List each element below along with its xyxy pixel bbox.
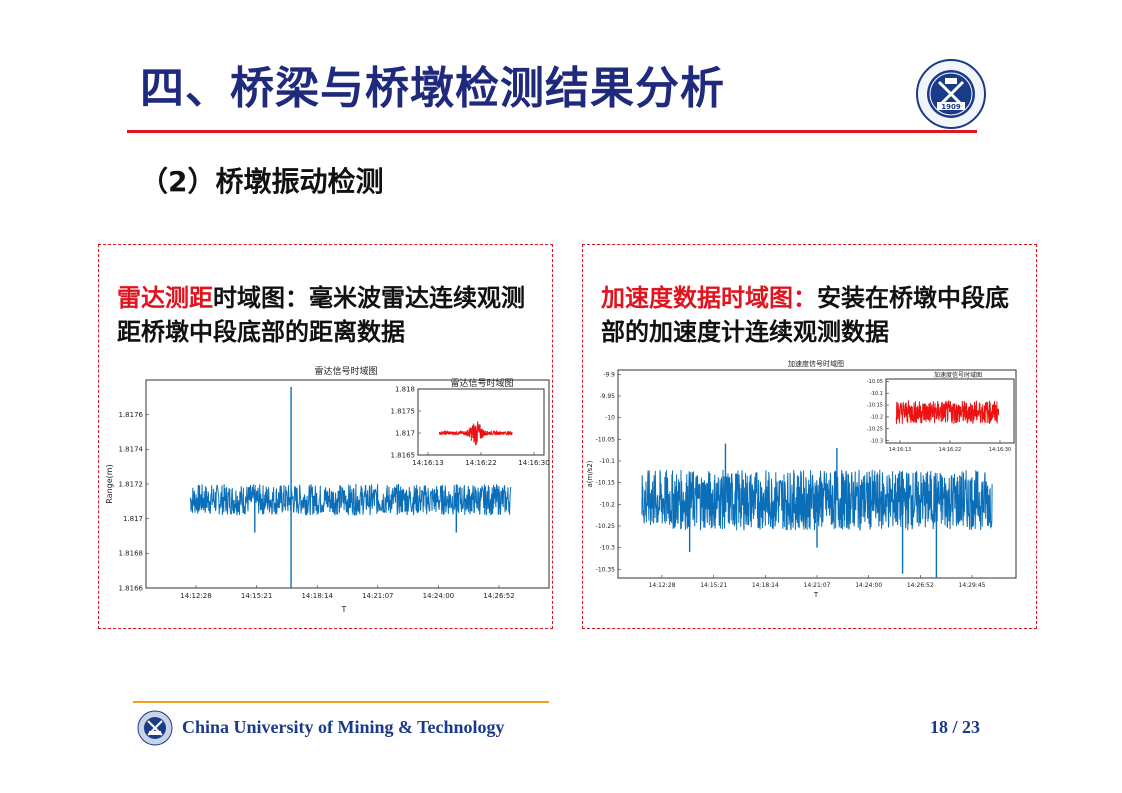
radar-inset-plot-area [417, 388, 545, 456]
y-tick-label: -10.3 [870, 438, 883, 444]
y-tick-label: 1.8175 [391, 407, 416, 415]
x-tick-label: 14:16:22 [465, 459, 496, 467]
y-tick-label: -10.15 [596, 480, 616, 487]
x-tick-label: 14:12:28 [649, 582, 676, 589]
accel-y-label: a(m/s2) [586, 460, 594, 487]
x-tick-label: 14:29:45 [959, 582, 986, 589]
y-tick-label: -10.2 [870, 415, 883, 421]
x-tick-label: 14:15:21 [700, 582, 727, 589]
accel-time-chart: 加速度信号时域图 -9.9 -9.95 -10 -10.05 -10.1 -10.15 -1… [586, 359, 1017, 599]
x-tick-label: 14:24:00 [423, 592, 454, 600]
radar-inset-title: 雷达信号时域图 [450, 377, 513, 389]
emblem-year: 1909 [941, 103, 961, 111]
y-tick-label: -10.15 [867, 403, 883, 409]
y-tick-label: -9.9 [603, 371, 615, 378]
x-tick-label: 14:16:30 [518, 459, 549, 467]
x-tick-label: 14:21:07 [362, 592, 393, 600]
slide-title: 四、桥梁与桥墩检测结果分析 [140, 63, 725, 114]
y-tick-label: -10.2 [599, 501, 615, 508]
x-tick-label: 14:24:00 [855, 582, 882, 589]
accel-x-label: T [813, 591, 819, 599]
accel-chart-title: 加速度信号时域图 [788, 359, 844, 368]
x-tick-label: 14:26:52 [907, 582, 934, 589]
y-tick-label: 1.817 [123, 515, 143, 523]
x-tick-label: 14:16:13 [889, 447, 911, 453]
y-tick-label: -10.05 [867, 379, 883, 385]
y-tick-label: 1.8168 [119, 550, 144, 558]
accel-inset-title: 加速度信号时域图 [934, 371, 982, 379]
y-tick-label: -10.25 [596, 523, 616, 530]
radar-y-label: Range(m) [105, 464, 114, 503]
title-underline [127, 130, 977, 133]
x-tick-label: 14:16:30 [989, 447, 1011, 453]
x-tick-label: 14:26:52 [483, 592, 514, 600]
y-tick-label: 1.8174 [119, 446, 144, 454]
footer-university-name: China University of Mining & Technology [182, 717, 505, 737]
x-tick-label: 14:12:28 [180, 592, 211, 600]
accel-inset-chart: 加速度信号时域图 -10.05 -10.1 -10.15 -10.2 -10.25 -10… [867, 371, 1015, 453]
radar-signal-line [189, 483, 512, 517]
y-tick-label: -10.25 [867, 426, 883, 432]
y-tick-label: -9.95 [599, 393, 615, 400]
x-tick-label: 14:15:21 [241, 592, 272, 600]
university-emblem-icon: 1909 [916, 59, 986, 129]
y-tick-label: -10 [605, 415, 615, 422]
y-tick-label: -10.1 [870, 391, 883, 397]
section-subtitle: （2）桥墩振动检测 [140, 165, 384, 198]
radar-chart-title: 雷达信号时域图 [314, 365, 377, 377]
y-tick-label: -10.35 [596, 566, 616, 573]
y-tick-label: 1.8166 [119, 584, 144, 592]
footer-rule [133, 701, 549, 703]
x-tick-label: 14:18:14 [752, 582, 779, 589]
radar-inset-signal-line [438, 421, 513, 446]
accel-heading-highlight: 加速度数据时域图： [601, 284, 817, 312]
y-tick-label: 1.817 [395, 429, 415, 437]
accel-signal-line [641, 469, 993, 531]
x-tick-label: 14:21:07 [804, 582, 831, 589]
accel-inset-signal-line [895, 400, 1000, 424]
radar-heading-text: 时域图：毫米波雷达连续观测距桥墩中段底部的距离数据 [117, 284, 525, 346]
accel-panel-heading: 加速度数据时域图：安装在桥墩中段底部的加速度计连续观测数据 [601, 281, 1021, 349]
x-tick-label: 14:16:22 [939, 447, 961, 453]
radar-heading-highlight: 雷达测距 [117, 284, 213, 312]
y-tick-label: -10.3 [599, 545, 615, 552]
y-tick-label: 1.818 [395, 385, 415, 393]
x-tick-label: 14:18:14 [301, 592, 333, 600]
y-tick-label: -10.05 [596, 436, 616, 443]
footer-emblem-icon [137, 710, 173, 746]
radar-x-label: T [341, 605, 347, 614]
y-tick-label: 1.8172 [119, 480, 144, 488]
radar-panel-heading: 雷达测距时域图：毫米波雷达连续观测距桥墩中段底部的距离数据 [117, 281, 537, 349]
radar-inset-chart: 雷达信号时域图 1.8165 1.817 1.8175 1.818 14:16:13 1… [391, 377, 550, 467]
y-tick-label: 1.8165 [391, 451, 416, 459]
page-number: 18 / 23 [930, 717, 981, 737]
y-tick-label: -10.1 [599, 458, 615, 465]
x-tick-label: 14:16:13 [412, 459, 443, 467]
y-tick-label: 1.8176 [119, 411, 144, 419]
accel-heading-text: 安装在桥墩中段底部的加速度计连续观测数据 [601, 284, 1009, 346]
